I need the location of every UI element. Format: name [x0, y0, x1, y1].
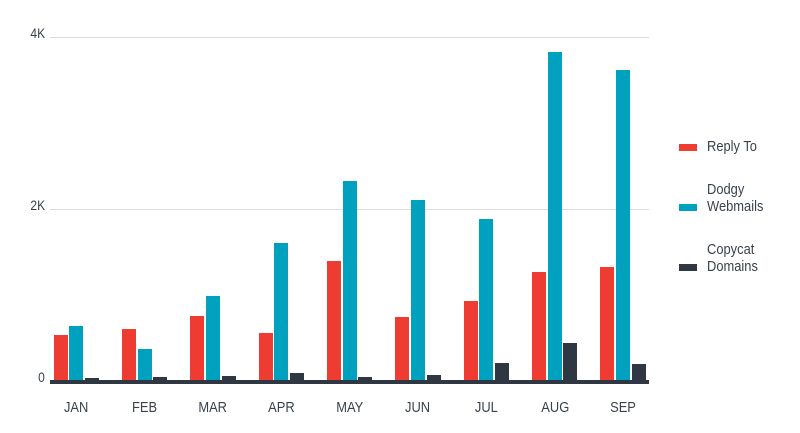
legend-item: Reply To: [679, 138, 799, 155]
y-tick-label: 4K: [5, 25, 45, 41]
bar-reply-to-sep: [600, 267, 615, 381]
bar-dodgy-webmails-feb: [137, 349, 152, 381]
bar-reply-to-apr: [258, 333, 273, 381]
x-tick-label: SEP: [591, 400, 655, 416]
x-tick-text: JUN: [405, 399, 431, 416]
bar-reply-to-mar: [190, 316, 205, 381]
y-tick-text: 2K: [30, 197, 45, 213]
y-tick-text: 0: [38, 369, 45, 385]
x-tick-label: MAY: [318, 400, 382, 416]
bar-copycat-domains-may: [358, 377, 373, 381]
x-tick-label: FEB: [113, 400, 177, 416]
x-tick-text: JUL: [474, 399, 498, 416]
x-tick-text: FEB: [132, 399, 158, 416]
bar-dodgy-webmails-aug: [547, 52, 562, 381]
legend-label-line: Domains: [707, 258, 758, 275]
legend-label-line: Dodgy: [707, 181, 745, 198]
x-axis-line: [50, 380, 649, 384]
x-tick-label: JUL: [454, 400, 518, 416]
bar-copycat-domains-sep: [631, 364, 646, 381]
legend-swatch-icon: [679, 144, 697, 151]
x-tick-label: JAN: [44, 400, 108, 416]
bar-reply-to-may: [326, 261, 341, 381]
legend-label-line: Webmails: [707, 198, 764, 215]
bar-copycat-domains-feb: [153, 377, 168, 381]
bar-reply-to-jun: [395, 317, 410, 381]
bar-dodgy-webmails-jun: [410, 200, 425, 381]
x-tick-label: AUG: [523, 400, 587, 416]
x-tick-text: MAY: [336, 399, 364, 416]
legend-item-label: Reply To: [707, 138, 765, 155]
legend-item: Copycat Domains: [679, 241, 799, 275]
bar-dodgy-webmails-mar: [205, 296, 220, 381]
bar-copycat-domains-mar: [221, 376, 236, 381]
legend-item-label: Dodgy Webmails: [707, 181, 773, 215]
bar-dodgy-webmails-may: [342, 181, 357, 381]
legend-label-line: Reply To: [707, 138, 757, 155]
legend-swatch-icon: [679, 204, 697, 211]
x-tick-text: AUG: [541, 399, 569, 416]
bar-copycat-domains-jul: [495, 363, 509, 381]
bar-dodgy-webmails-jan: [69, 326, 84, 381]
legend-item-label: Copycat Domains: [707, 241, 766, 275]
gridline-4000: [50, 37, 649, 38]
x-tick-text: MAR: [198, 399, 228, 416]
bar-dodgy-webmails-jul: [479, 219, 494, 381]
bar-copycat-domains-apr: [289, 373, 304, 381]
bar-dodgy-webmails-apr: [274, 243, 289, 381]
bar-reply-to-jul: [463, 301, 478, 381]
x-tick-label: MAR: [181, 400, 245, 416]
bar-reply-to-feb: [121, 329, 136, 381]
x-tick-text: SEP: [610, 399, 636, 416]
x-tick-text: JAN: [63, 399, 89, 416]
bar-copycat-domains-jun: [426, 375, 441, 381]
legend-item: Dodgy Webmails: [679, 181, 799, 215]
y-tick-label: 0: [5, 369, 45, 385]
bar-dodgy-webmails-sep: [616, 70, 630, 381]
bar-copycat-domains-aug: [563, 343, 578, 381]
legend: Reply To Dodgy Webmails Copycat Domains: [679, 138, 799, 301]
x-tick-label: APR: [249, 400, 313, 416]
y-tick-label: 2K: [5, 197, 45, 213]
bar-copycat-domains-jan: [84, 378, 99, 381]
x-tick-text: APR: [267, 399, 295, 416]
x-tick-label: JUN: [386, 400, 450, 416]
y-tick-text: 4K: [30, 25, 45, 41]
bar-reply-to-aug: [531, 272, 546, 381]
legend-swatch-icon: [679, 264, 697, 271]
legend-label-line: Copycat: [707, 241, 755, 258]
bar-reply-to-jan: [53, 335, 68, 381]
